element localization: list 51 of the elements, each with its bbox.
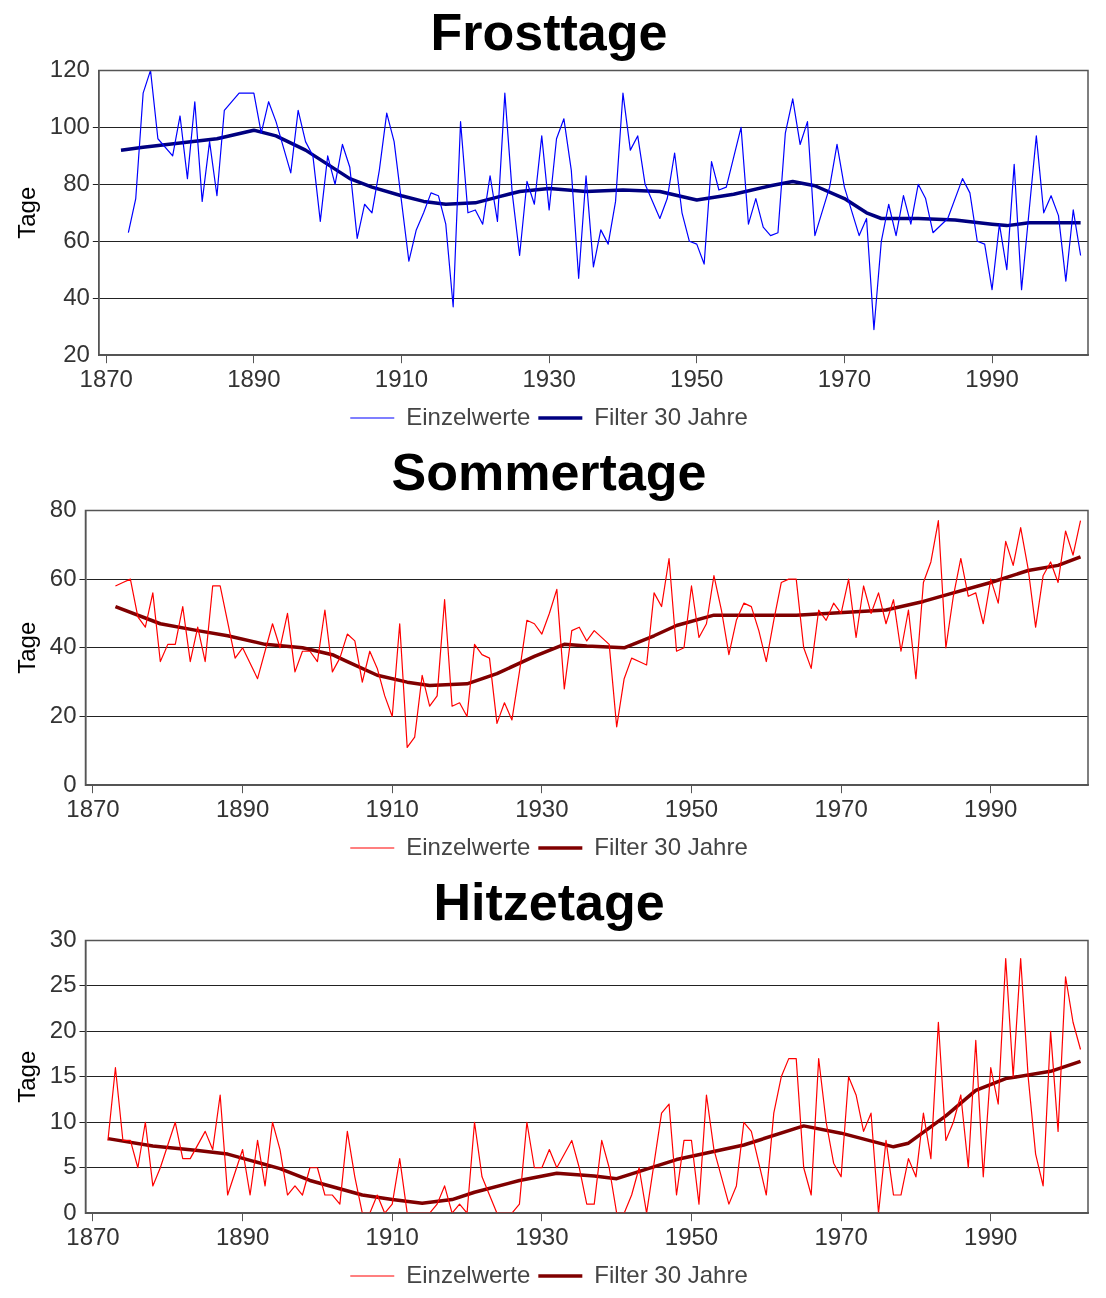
x-tick-label: 1970 [814,1223,868,1251]
y-tick-label: 100 [49,111,90,139]
y-tick-label: 25 [49,970,77,998]
x-tick-label: 1910 [365,795,419,823]
x-tick-label: 1930 [515,1223,569,1251]
x-tick-label: 1910 [365,1223,419,1251]
x-tick-label: 1870 [79,365,133,393]
y-tick-label: 120 [49,55,90,83]
chart-title: Hitzetage [433,872,665,931]
x-tick-label: 1990 [964,795,1018,823]
legend-label: Einzelwerte [406,402,531,430]
y-tick-label: 40 [63,282,90,310]
chart-title: Frosttage [430,2,668,61]
legend-label: Einzelwerte [406,1260,531,1288]
x-tick-label: 1870 [66,1223,120,1251]
y-tick-label: 0 [63,769,77,797]
y-tick-label: 80 [63,168,90,196]
y-tick-label: 30 [49,925,77,953]
y-tick-label: 80 [49,495,77,523]
y-axis-title: Tage [13,186,41,239]
y-tick-label: 40 [49,632,77,660]
y-axis-title: Tage [13,621,41,674]
x-tick-label: 1950 [670,365,724,393]
x-tick-label: 1930 [515,795,569,823]
y-tick-label: 10 [49,1106,77,1134]
y-tick-label: 60 [63,225,90,253]
y-tick-label: 20 [49,1015,77,1043]
x-tick-label: 1910 [374,365,429,393]
x-tick-label: 1930 [522,365,576,393]
x-tick-label: 1990 [964,1223,1018,1251]
y-tick-label: 15 [49,1061,77,1089]
y-tick-label: 20 [49,701,77,729]
x-tick-label: 1890 [227,365,281,393]
x-tick-label: 1950 [664,1223,719,1251]
x-tick-label: 1970 [814,795,868,823]
legend-label: Filter 30 Jahre [594,832,748,860]
x-tick-label: 1890 [215,795,270,823]
x-tick-label: 1870 [66,795,120,823]
y-tick-label: 20 [63,339,90,367]
chart-title: Sommertage [391,442,707,501]
x-tick-label: 1970 [817,365,872,393]
x-tick-label: 1990 [965,365,1019,393]
legend-label: Filter 30 Jahre [594,402,748,430]
y-tick-label: 5 [63,1152,77,1180]
y-axis-title: Tage [13,1050,41,1103]
x-tick-label: 1890 [215,1223,270,1251]
legend-label: Einzelwerte [406,832,531,860]
x-tick-label: 1950 [664,795,719,823]
y-tick-label: 0 [63,1197,77,1225]
legend-label: Filter 30 Jahre [594,1260,748,1288]
y-tick-label: 60 [49,563,77,591]
